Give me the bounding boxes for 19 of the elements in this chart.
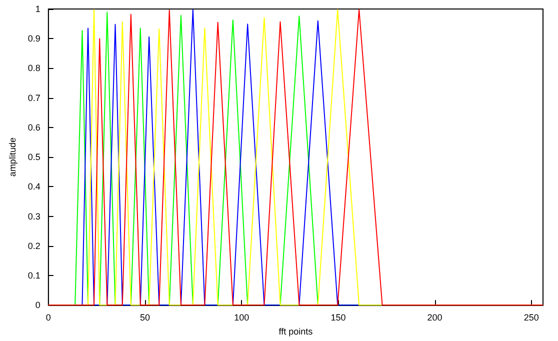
x-tick-label: 50 — [140, 312, 150, 323]
y-tick-label: 0.9 — [28, 34, 40, 44]
x-axis-title: fft points — [278, 326, 314, 336]
y-tick-label: 0.4 — [28, 182, 40, 192]
y-axis-title: amplitude — [8, 138, 18, 177]
y-tick-label: 0.7 — [28, 92, 40, 103]
x-tick-label: 250 — [524, 312, 539, 323]
x-tick-label: 200 — [427, 312, 442, 323]
x-tick-label: 0 — [46, 312, 51, 323]
x-tick-label: 150 — [330, 312, 346, 323]
y-tick-label: 0 — [35, 300, 40, 310]
y-tick-label: 0.5 — [28, 152, 40, 162]
y-tick-label: 0.2 — [28, 240, 40, 251]
y-tick-label: 1 — [35, 4, 40, 14]
y-tick-label: 0.6 — [28, 122, 40, 132]
y-tick-label: 0.3 — [28, 211, 40, 222]
y-tick-label: 0.1 — [28, 270, 40, 280]
y-tick-label: 0.8 — [28, 63, 40, 74]
x-tick-label: 100 — [234, 312, 250, 323]
